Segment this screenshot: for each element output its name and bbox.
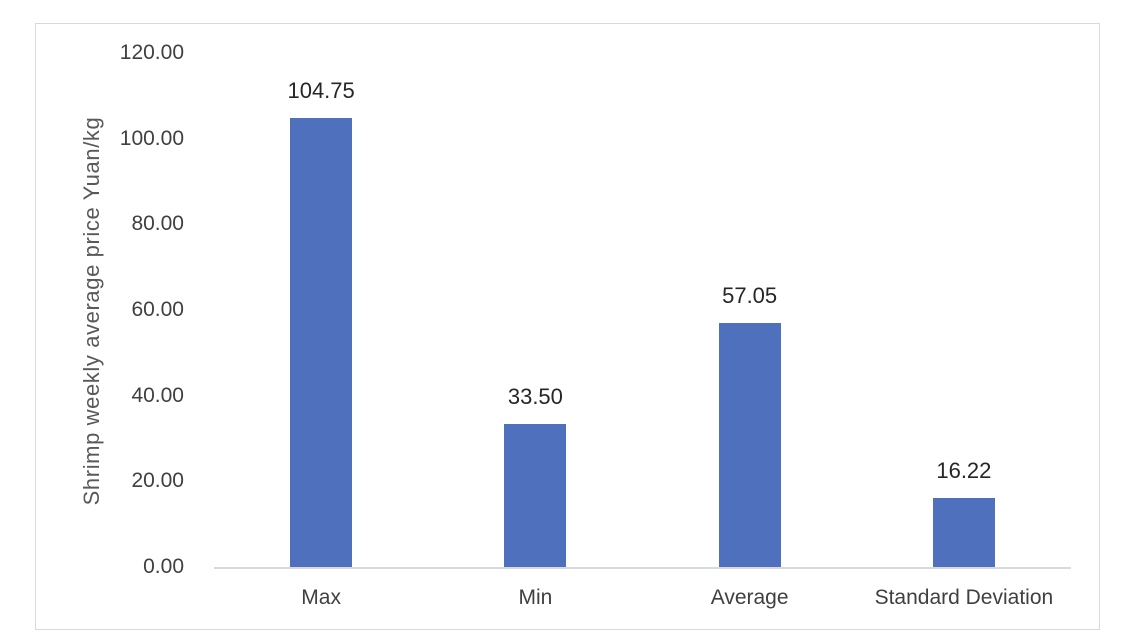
bar-standard-deviation	[932, 497, 995, 567]
bar-max	[290, 118, 353, 567]
x-axis-category-label: Average	[710, 586, 789, 609]
bar-value-label: 104.75	[287, 78, 355, 104]
x-axis-category-label: Max	[301, 586, 341, 609]
bar-average	[718, 322, 781, 567]
x-axis-line	[214, 567, 1071, 569]
y-axis-tick-label: 120.00	[119, 41, 184, 64]
y-axis-tick-label: 0.00	[143, 555, 184, 578]
bar-min	[504, 423, 567, 567]
bar-value-label: 16.22	[936, 457, 992, 483]
y-axis-tick-label: 40.00	[131, 383, 184, 407]
x-axis-category-label: Min	[518, 586, 553, 609]
bar-value-label: 33.50	[507, 383, 563, 409]
y-axis-tick-label: 60.00	[131, 298, 184, 321]
y-axis-tick-label: 20.00	[131, 469, 184, 493]
bar-value-label: 57.05	[722, 282, 778, 308]
y-axis-tick-label: 100.00	[119, 126, 184, 150]
y-axis-tick-label: 80.00	[131, 212, 184, 236]
chart-frame: Shrimp weekly average price Yuan/kg 0.00…	[35, 23, 1100, 630]
x-axis-category-label: Standard Deviation	[874, 586, 1054, 609]
